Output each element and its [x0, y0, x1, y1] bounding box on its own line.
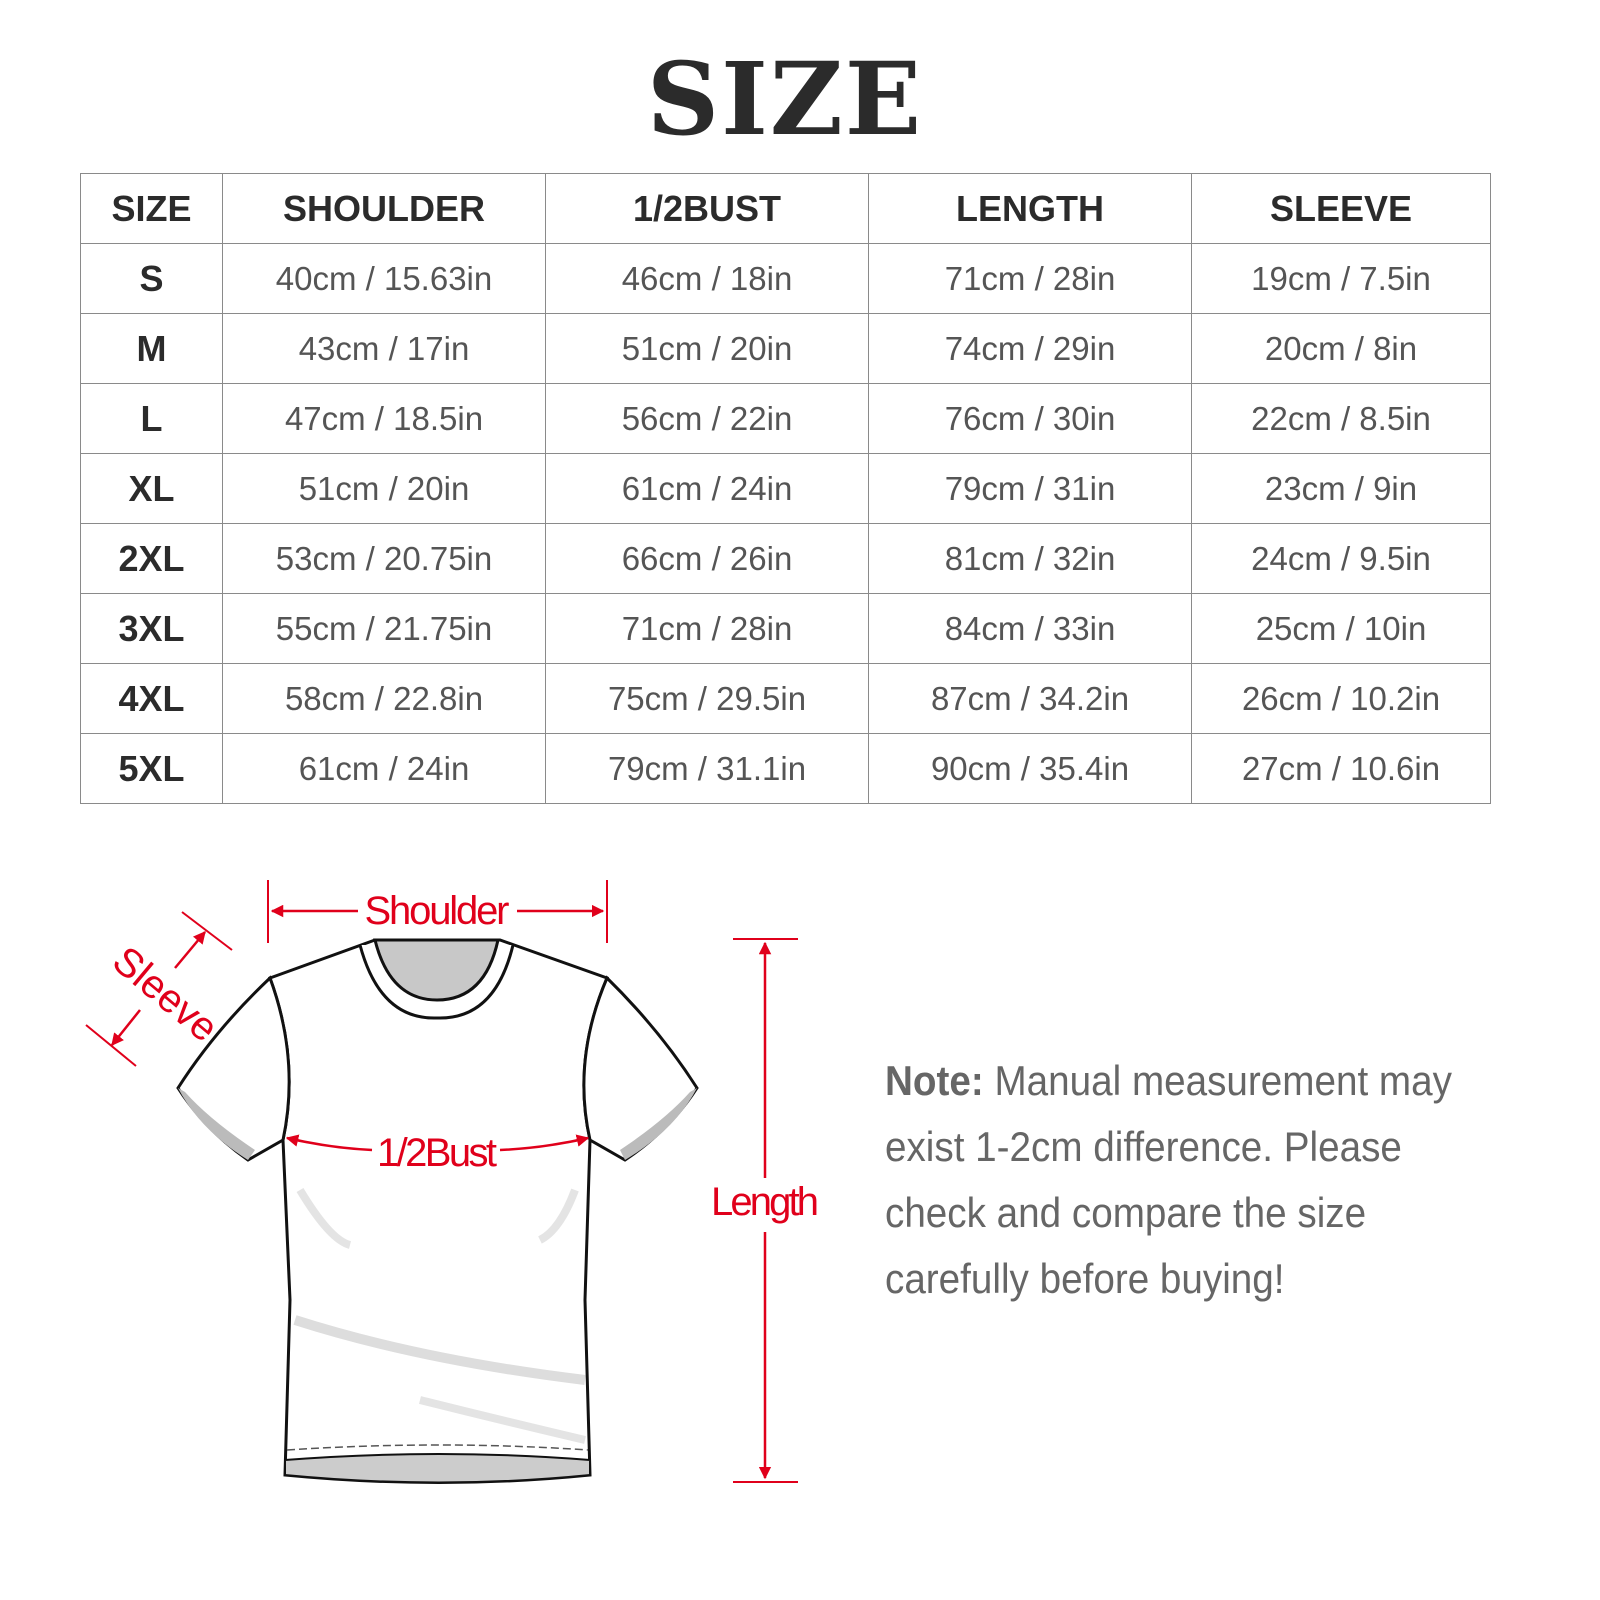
- header-sleeve: SLEEVE: [1191, 173, 1491, 244]
- tshirt-icon: [176, 938, 699, 1484]
- cell-length: 84cm / 33in: [868, 593, 1192, 664]
- cell-bust: 71cm / 28in: [545, 593, 869, 664]
- cell-sleeve: 25cm / 10in: [1191, 593, 1491, 664]
- note-body: Manual measurement may exist 1-2cm diffe…: [885, 1057, 1452, 1302]
- cell-shoulder: 55cm / 21.75in: [222, 593, 546, 664]
- cell-sleeve: 26cm / 10.2in: [1191, 663, 1491, 734]
- cell-size: S: [80, 243, 223, 314]
- cell-sleeve: 20cm / 8in: [1191, 313, 1491, 384]
- cell-bust: 66cm / 26in: [545, 523, 869, 594]
- table-row: L 47cm / 18.5in 56cm / 22in 76cm / 30in 22cm…: [80, 383, 1491, 454]
- length-measure: Length: [711, 938, 819, 1483]
- cell-length: 90cm / 35.4in: [868, 733, 1192, 804]
- bust-measure: 1/2Bust: [285, 1131, 590, 1175]
- cell-shoulder: 43cm / 17in: [222, 313, 546, 384]
- cell-bust: 79cm / 31.1in: [545, 733, 869, 804]
- cell-length: 81cm / 32in: [868, 523, 1192, 594]
- header-size: SIZE: [80, 173, 223, 244]
- cell-bust: 46cm / 18in: [545, 243, 869, 314]
- cell-sleeve: 19cm / 7.5in: [1191, 243, 1491, 314]
- cell-shoulder: 40cm / 15.63in: [222, 243, 546, 314]
- length-label: Length: [711, 1180, 819, 1224]
- table-row: 3XL 55cm / 21.75in 71cm / 28in 84cm / 33in 2…: [80, 593, 1491, 664]
- note-label: Note:: [885, 1057, 984, 1104]
- cell-shoulder: 51cm / 20in: [222, 453, 546, 524]
- cell-sleeve: 24cm / 9.5in: [1191, 523, 1491, 594]
- header-length: LENGTH: [868, 173, 1192, 244]
- table-row: 2XL 53cm / 20.75in 66cm / 26in 81cm / 32in 2…: [80, 523, 1491, 594]
- table-row: S 40cm / 15.63in 46cm / 18in 71cm / 28in 19c…: [80, 243, 1491, 314]
- cell-bust: 61cm / 24in: [545, 453, 869, 524]
- cell-sleeve: 23cm / 9in: [1191, 453, 1491, 524]
- cell-length: 74cm / 29in: [868, 313, 1192, 384]
- table-row: M 43cm / 17in 51cm / 20in 74cm / 29in 20cm /…: [80, 313, 1491, 384]
- cell-sleeve: 27cm / 10.6in: [1191, 733, 1491, 804]
- cell-size: XL: [80, 453, 223, 524]
- cell-shoulder: 58cm / 22.8in: [222, 663, 546, 734]
- shoulder-measure: Shoulder: [267, 880, 608, 943]
- cell-size: 5XL: [80, 733, 223, 804]
- cell-size: 4XL: [80, 663, 223, 734]
- table-row: XL 51cm / 20in 61cm / 24in 79cm / 31in 23cm …: [80, 453, 1491, 524]
- cell-size: M: [80, 313, 223, 384]
- note-text: Note: Manual measurement may exist 1-2cm…: [885, 1048, 1474, 1312]
- cell-bust: 75cm / 29.5in: [545, 663, 869, 734]
- table-header-row: SIZE SHOULDER 1/2BUST LENGTH SLEEVE: [80, 173, 1491, 244]
- cell-bust: 56cm / 22in: [545, 383, 869, 454]
- cell-size: L: [80, 383, 223, 454]
- cell-sleeve: 22cm / 8.5in: [1191, 383, 1491, 454]
- cell-shoulder: 61cm / 24in: [222, 733, 546, 804]
- shoulder-label: Shoulder: [365, 889, 510, 933]
- cell-size: 3XL: [80, 593, 223, 664]
- table-row: 4XL 58cm / 22.8in 75cm / 29.5in 87cm / 34.2…: [80, 663, 1491, 734]
- size-table: SIZE SHOULDER 1/2BUST LENGTH SLEEVE S 40c…: [80, 173, 1491, 804]
- cell-bust: 51cm / 20in: [545, 313, 869, 384]
- bust-label: 1/2Bust: [377, 1131, 497, 1175]
- page-title: SIZE: [646, 40, 924, 158]
- header-bust: 1/2BUST: [545, 173, 869, 244]
- cell-length: 76cm / 30in: [868, 383, 1192, 454]
- table-row: 5XL 61cm / 24in 79cm / 31.1in 90cm / 35.4in…: [80, 733, 1491, 804]
- cell-shoulder: 53cm / 20.75in: [222, 523, 546, 594]
- cell-length: 71cm / 28in: [868, 243, 1192, 314]
